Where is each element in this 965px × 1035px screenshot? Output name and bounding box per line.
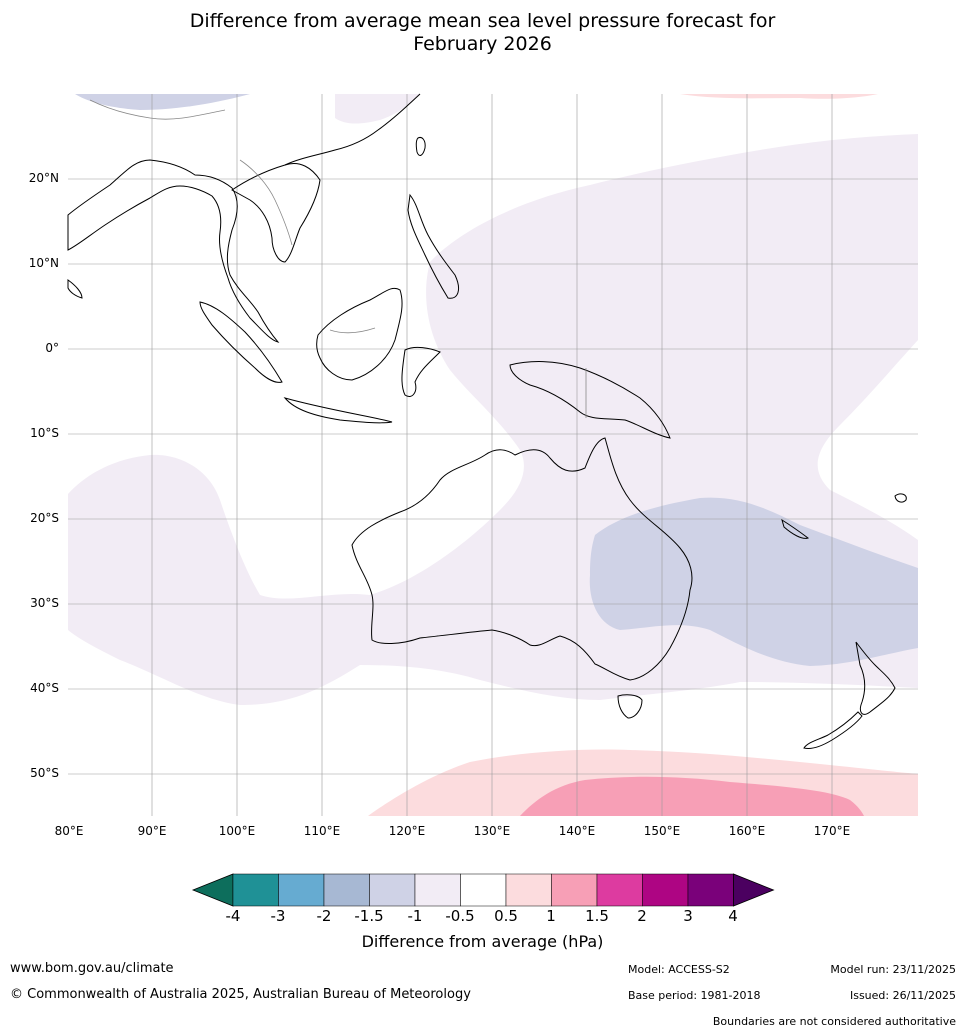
lon-label-100e: 100°E: [218, 824, 256, 838]
colorbar-swatch: [369, 873, 416, 907]
anomaly-region-pink: [520, 776, 864, 816]
colorbar-swatch: [642, 873, 689, 907]
colorbar-tick-label: 1: [546, 907, 556, 925]
lat-label-40s: 40°S: [30, 681, 59, 695]
colorbar-tick-label: 2: [637, 907, 647, 925]
colorbar-swatch: [596, 873, 643, 907]
anomaly-region-light-lavender-north: [335, 94, 420, 124]
title-line-1: Difference from average mean sea level p…: [189, 10, 776, 32]
taiwan-coastline: [415, 137, 426, 156]
colorbar-tick-label: 0.5: [494, 907, 518, 925]
sumatra-coastline: [199, 301, 283, 383]
lon-label-170e: 170°E: [813, 824, 851, 838]
colorbar-swatch: [687, 873, 734, 907]
colorbar-tick-label: -1: [407, 907, 423, 925]
colorbar-swatch: [460, 873, 507, 907]
lon-label-150e: 150°E: [643, 824, 681, 838]
colorbar-swatch: [323, 873, 370, 907]
lon-label-80e: 80°E: [54, 824, 84, 838]
footer-model: Model: ACCESS-S2: [628, 963, 730, 976]
colorbar-tick-label: 1.5: [585, 907, 609, 925]
lat-label-10n: 10°N: [28, 256, 59, 270]
philippines-coastline: [407, 193, 459, 299]
colorbar-tick-label: 3: [683, 907, 693, 925]
footer-copyright: © Commonwealth of Australia 2025, Austra…: [10, 987, 471, 1002]
china-coastline: [284, 93, 421, 166]
java-coastline: [283, 397, 393, 424]
lon-label-140e: 140°E: [558, 824, 596, 838]
nz-north-island-coastline: [855, 641, 896, 715]
lon-label-110e: 110°E: [303, 824, 341, 838]
colorbar-swatch: [232, 873, 279, 907]
lon-label-160e: 160°E: [728, 824, 766, 838]
lat-label-30s: 30°S: [30, 596, 59, 610]
fiji-coastline: [894, 493, 907, 503]
colorbar-tick-label: 4: [728, 907, 738, 925]
lat-label-20n: 20°N: [28, 171, 59, 185]
footer-issued: Issued: 26/11/2025: [849, 989, 956, 1002]
footer-disclaimer: Boundaries are not considered authoritat…: [712, 1015, 956, 1028]
sulawesi-coastline: [401, 346, 441, 397]
india-coastline: [67, 279, 83, 299]
anomaly-region-light-pink-north: [680, 94, 878, 99]
lon-label-90e: 90°E: [137, 824, 167, 838]
colorbar-tick-label: -0.5: [445, 907, 475, 925]
lat-label-10s: 10°S: [30, 426, 59, 440]
borneo-coastline: [316, 287, 403, 381]
colorbar-swatch: [505, 873, 552, 907]
colorbar-tick-label: -4: [225, 907, 241, 925]
mainland-asia-coastline: [67, 159, 280, 343]
colorbar-extend-low: [191, 873, 234, 907]
anomaly-region-lavender-north: [75, 94, 250, 110]
australia-coastline: [351, 437, 693, 681]
lat-label-0: 0°: [45, 341, 59, 355]
lon-label-120e: 120°E: [388, 824, 426, 838]
colorbar-tick-label: -1.5: [354, 907, 384, 925]
colorbar-tick-label: -2: [316, 907, 332, 925]
lon-label-130e: 130°E: [473, 824, 511, 838]
lat-label-50s: 50°S: [30, 766, 59, 780]
colorbar-extend-high: [733, 873, 775, 907]
colorbar-title: Difference from average (hPa): [361, 932, 604, 951]
map-title: Difference from average mean sea level p…: [0, 10, 965, 56]
footer-model-run: Model run: 23/11/2025: [830, 963, 956, 976]
coastlines: [67, 93, 907, 749]
new-guinea-coastline: [509, 361, 671, 439]
colorbar: [191, 873, 775, 907]
nz-south-island-coastline: [803, 711, 863, 749]
colorbar-swatch: [551, 873, 598, 907]
colorbar-tick-label: -3: [270, 907, 286, 925]
title-line-2: February 2026: [413, 33, 552, 55]
colorbar-swatch: [278, 873, 325, 907]
lat-label-20s: 20°S: [30, 511, 59, 525]
country-borders: [89, 99, 587, 418]
footer-base-period: Base period: 1981-2018: [628, 989, 761, 1002]
new-caledonia-coastline: [781, 518, 810, 539]
tasmania-coastline: [617, 694, 643, 719]
colorbar-swatch: [414, 873, 461, 907]
footer-url: www.bom.gov.au/climate: [10, 961, 174, 976]
